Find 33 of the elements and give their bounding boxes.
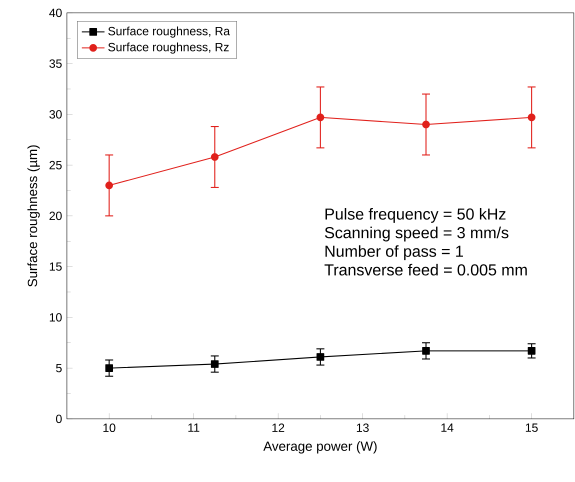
point (422, 347, 430, 355)
y-tick-label: 15 (50, 262, 62, 271)
annotation: Scanning speed = 3 mm/s (324, 226, 508, 242)
point (528, 114, 536, 122)
y-tick-label: 30 (49, 110, 62, 119)
point (316, 114, 324, 122)
x-tick-label: 14 (441, 424, 454, 432)
annotation: Transverse feed = 0.005 mm (324, 264, 527, 276)
x-tick-label: 10 (103, 424, 116, 432)
y-axis-title: Surface roughness (µm) (27, 145, 40, 287)
y-tick-label: 40 (49, 8, 62, 18)
x-tick-label: 12 (272, 424, 284, 432)
y-tick-label: 25 (50, 160, 62, 170)
y-tick-label: 0 (56, 414, 62, 424)
annotation: Pulse frequency = 50 kHz (326, 208, 506, 223)
x-tick-label: 11 (188, 424, 200, 432)
y-tick-label: 10 (50, 313, 62, 322)
legend-label: Surface roughness, Ra (108, 26, 230, 38)
y-tick-label: 5 (56, 364, 62, 372)
point (316, 353, 324, 361)
point (210, 153, 219, 161)
point (105, 364, 114, 372)
x-tick-label: 15 (526, 424, 538, 432)
annotation: Number of pass = 1 (326, 245, 463, 260)
y-tick-label: 20 (50, 212, 62, 220)
point (210, 360, 219, 368)
y-tick-label: 35 (49, 59, 62, 68)
x-tick-label: 13 (356, 424, 369, 432)
legend-label: Surface roughness, Rz (108, 42, 229, 54)
point (105, 182, 114, 190)
x-axis-title: Average power (W) (263, 441, 377, 454)
point (422, 120, 430, 128)
point (528, 347, 536, 355)
